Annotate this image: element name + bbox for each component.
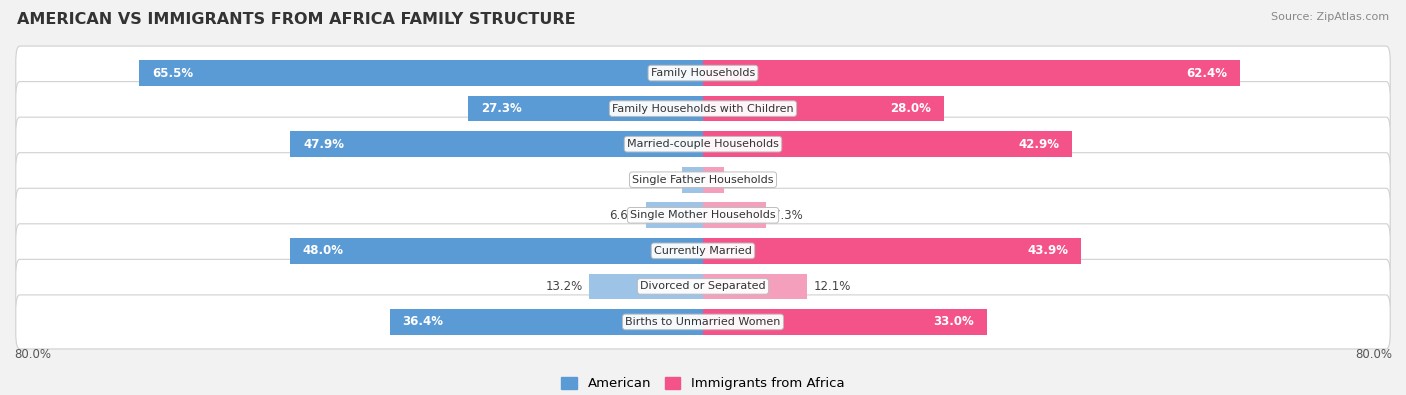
Text: 2.4%: 2.4% <box>731 173 761 186</box>
Bar <box>703 274 807 299</box>
Text: Currently Married: Currently Married <box>654 246 752 256</box>
Text: Family Households: Family Households <box>651 68 755 78</box>
Text: Divorced or Separated: Divorced or Separated <box>640 281 766 292</box>
Text: 6.6%: 6.6% <box>609 209 640 222</box>
Bar <box>703 96 945 121</box>
Text: 65.5%: 65.5% <box>152 67 193 79</box>
Bar <box>703 309 987 335</box>
FancyBboxPatch shape <box>15 295 1391 349</box>
FancyBboxPatch shape <box>15 188 1391 242</box>
Bar <box>291 132 703 157</box>
Bar <box>389 309 703 335</box>
FancyBboxPatch shape <box>15 224 1391 278</box>
Bar <box>139 60 703 86</box>
Text: 80.0%: 80.0% <box>1355 348 1392 361</box>
Bar <box>589 274 703 299</box>
Text: 12.1%: 12.1% <box>814 280 852 293</box>
Text: 7.3%: 7.3% <box>773 209 803 222</box>
Text: AMERICAN VS IMMIGRANTS FROM AFRICA FAMILY STRUCTURE: AMERICAN VS IMMIGRANTS FROM AFRICA FAMIL… <box>17 12 575 27</box>
Text: Family Households with Children: Family Households with Children <box>612 103 794 114</box>
Text: 42.9%: 42.9% <box>1018 138 1060 150</box>
Bar <box>468 96 703 121</box>
Text: Births to Unmarried Women: Births to Unmarried Women <box>626 317 780 327</box>
FancyBboxPatch shape <box>15 82 1391 135</box>
Legend: American, Immigrants from Africa: American, Immigrants from Africa <box>557 372 849 395</box>
Text: Source: ZipAtlas.com: Source: ZipAtlas.com <box>1271 12 1389 22</box>
Text: Single Father Households: Single Father Households <box>633 175 773 185</box>
Text: Single Mother Households: Single Mother Households <box>630 210 776 220</box>
Bar <box>647 203 703 228</box>
Text: 80.0%: 80.0% <box>14 348 51 361</box>
Text: 47.9%: 47.9% <box>304 138 344 150</box>
FancyBboxPatch shape <box>15 153 1391 207</box>
Bar <box>703 203 766 228</box>
FancyBboxPatch shape <box>15 46 1391 100</box>
Text: 62.4%: 62.4% <box>1187 67 1227 79</box>
Text: Married-couple Households: Married-couple Households <box>627 139 779 149</box>
Text: 48.0%: 48.0% <box>302 245 343 257</box>
Bar <box>703 132 1073 157</box>
Text: 13.2%: 13.2% <box>546 280 582 293</box>
FancyBboxPatch shape <box>15 260 1391 313</box>
Bar <box>290 238 703 263</box>
Text: 33.0%: 33.0% <box>934 316 974 328</box>
Bar <box>703 167 724 192</box>
Bar <box>703 60 1240 86</box>
Text: 2.4%: 2.4% <box>645 173 675 186</box>
Text: 28.0%: 28.0% <box>890 102 931 115</box>
Bar <box>682 167 703 192</box>
Text: 36.4%: 36.4% <box>402 316 443 328</box>
Bar <box>703 238 1081 263</box>
FancyBboxPatch shape <box>15 117 1391 171</box>
Text: 27.3%: 27.3% <box>481 102 522 115</box>
Text: 43.9%: 43.9% <box>1028 245 1069 257</box>
